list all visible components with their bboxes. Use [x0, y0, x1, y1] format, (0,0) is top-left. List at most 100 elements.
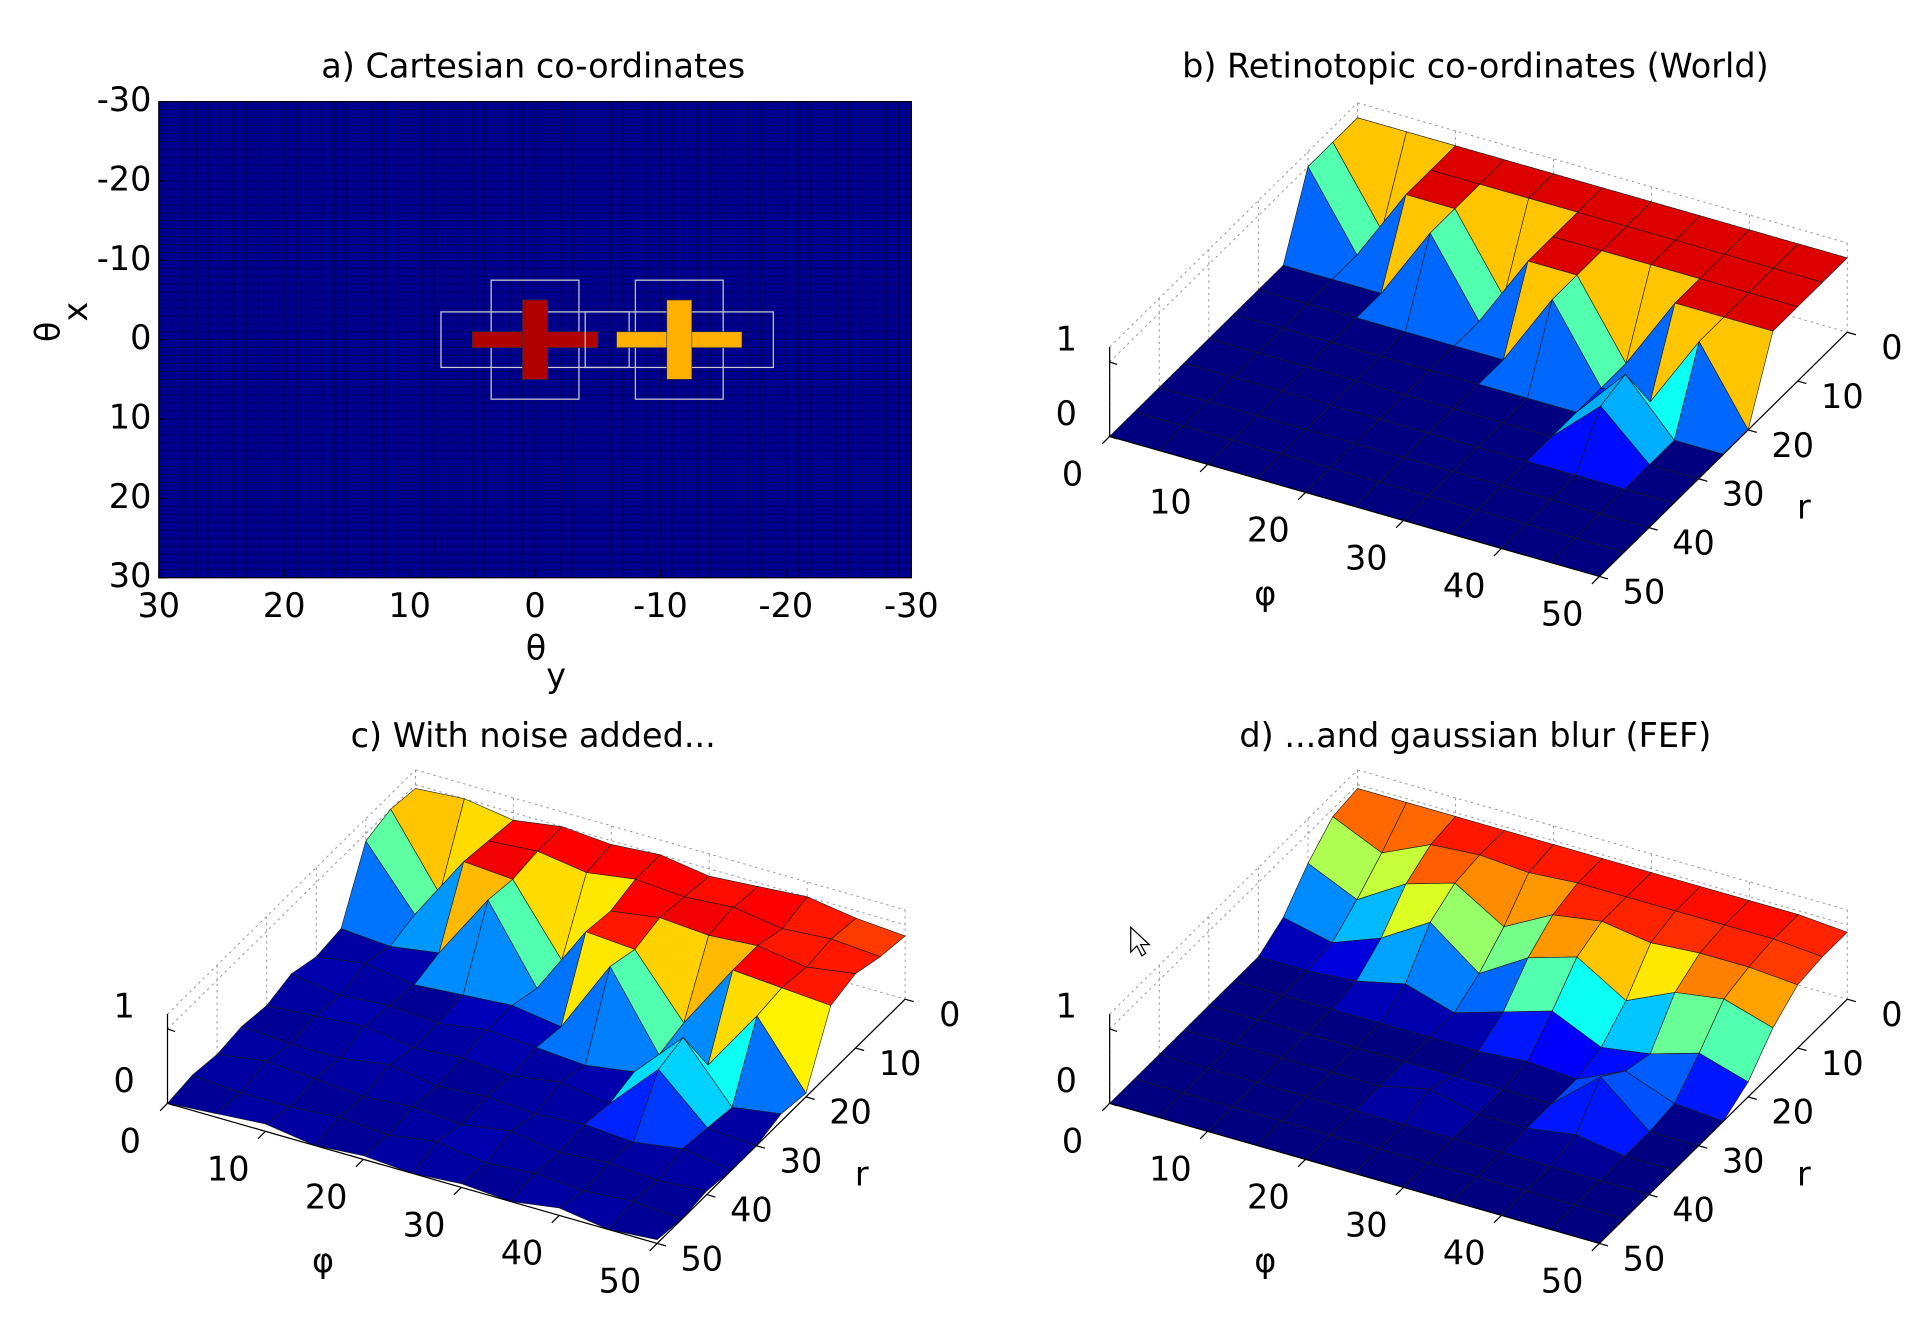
x-tick: [649, 1242, 658, 1252]
z-tick-label: 0: [113, 1061, 134, 1100]
x-tick-label: 10: [388, 586, 431, 625]
grid-line: [167, 784, 416, 1030]
z-tick: [1109, 361, 1118, 366]
x-tick: [1591, 1242, 1600, 1252]
x-tick-label: 0: [524, 586, 545, 625]
y-tick: [1599, 1242, 1609, 1247]
x-tick-label: 20: [263, 586, 306, 625]
y-tick: [855, 1047, 865, 1052]
y-axis-label: θx: [28, 302, 94, 342]
y-tick-label: 20: [1771, 1093, 1814, 1132]
box-edge: [415, 769, 906, 911]
y-tick: [657, 1242, 667, 1247]
y-tick-label: 10: [1821, 377, 1864, 416]
y-tick: [1797, 1047, 1807, 1052]
x-tick-label: 30: [138, 586, 181, 625]
x-tick: [1101, 435, 1111, 445]
grid-line: [1109, 784, 1358, 1030]
x-axis-label: φ: [312, 1241, 334, 1280]
y-tick-label: 10: [109, 398, 152, 437]
y-tick-label: 50: [1623, 572, 1666, 611]
x-axis-label-sub: y: [546, 655, 566, 694]
y-tick-label: -20: [97, 159, 152, 198]
y-axis-label: r: [1797, 487, 1811, 526]
y-tick-label: 0: [1881, 328, 1902, 367]
x-tick-label: -20: [759, 586, 814, 625]
y-tick: [756, 1145, 766, 1149]
x-tick-label: 20: [1247, 511, 1290, 550]
x-tick-label: 0: [1062, 455, 1083, 494]
x-tick-label: 10: [207, 1150, 250, 1189]
x-axis-label: φ: [1254, 1241, 1276, 1280]
x-axis: [1109, 1102, 1600, 1245]
z-tick: [1109, 1102, 1118, 1107]
y-tick: [1698, 1145, 1708, 1149]
y-tick-label: 30: [1722, 1142, 1765, 1181]
x-tick-label: 10: [1149, 483, 1192, 522]
y-tick-label: 40: [1672, 523, 1715, 562]
y-tick-label: 50: [1623, 1239, 1666, 1278]
y-tick-label: 20: [1771, 426, 1814, 465]
x-tick-label: 0: [1062, 1122, 1083, 1161]
x-tick-label: 20: [305, 1178, 348, 1217]
x-tick: [1297, 491, 1306, 501]
x-tick-label: -10: [633, 586, 688, 625]
x-axis: [1109, 435, 1600, 578]
x-tick-label: 20: [1247, 1178, 1290, 1217]
surface-cell: [607, 1200, 683, 1241]
z-tick-label: 0: [1056, 1061, 1077, 1100]
y-tick-label: 40: [1672, 1190, 1715, 1229]
y-tick: [706, 1193, 716, 1198]
x-tick-label: 30: [1345, 1206, 1388, 1245]
x-tick-label: 50: [599, 1262, 642, 1301]
cross-bar: [522, 299, 548, 380]
z-tick-label: 1: [1056, 319, 1077, 358]
x-tick: [453, 1186, 462, 1196]
chart-title: c) With noise added...: [351, 716, 716, 755]
y-axis: [1598, 331, 1848, 577]
z-tick: [1109, 1028, 1118, 1033]
x-tick: [1493, 548, 1502, 557]
y-axis-label: r: [1797, 1154, 1811, 1193]
x-tick: [1297, 1158, 1306, 1168]
y-tick: [1847, 331, 1857, 336]
x-tick-label: 50: [1541, 1262, 1584, 1301]
x-axis-label-main: θ: [526, 628, 546, 667]
x-tick: [1199, 1130, 1209, 1140]
y-tick-label: 0: [130, 318, 151, 357]
x-tick: [1395, 519, 1404, 529]
x-axis: [167, 1102, 658, 1245]
z-tick: [167, 1102, 176, 1107]
y-axis: [1598, 998, 1848, 1244]
y-tick: [1747, 429, 1757, 434]
x-tick: [1101, 1102, 1111, 1112]
y-tick-label: 10: [879, 1044, 922, 1083]
x-tick: [1395, 1186, 1404, 1196]
box-edge: [1109, 102, 1358, 348]
z-tick: [167, 1028, 176, 1033]
x-tick-label: -30: [884, 586, 939, 625]
x-tick-label: 40: [1443, 1234, 1486, 1273]
y-tick-label: 30: [109, 556, 152, 595]
y-tick-label: 30: [780, 1142, 823, 1181]
box-edge: [1357, 102, 1848, 244]
x-tick: [159, 1102, 168, 1112]
x-tick-label: 30: [1345, 539, 1388, 578]
box-edge: [167, 769, 416, 1015]
y-tick-label: 0: [1881, 995, 1902, 1034]
chart-title: b) Retinotopic co-ordinates (World): [1182, 47, 1769, 86]
y-tick-label: 40: [730, 1190, 773, 1229]
z-tick-label: 1: [113, 986, 134, 1025]
x-tick: [551, 1214, 560, 1224]
x-tick: [1591, 576, 1600, 585]
x-tick: [355, 1158, 364, 1168]
y-tick-label: -10: [97, 239, 152, 278]
y-tick: [1747, 1096, 1757, 1100]
cross-bar: [666, 299, 693, 380]
z-tick: [1109, 435, 1118, 440]
y-tick-label: 20: [109, 477, 152, 516]
y-tick: [1648, 1193, 1658, 1198]
y-axis: [656, 998, 906, 1244]
x-tick: [1493, 1214, 1502, 1224]
